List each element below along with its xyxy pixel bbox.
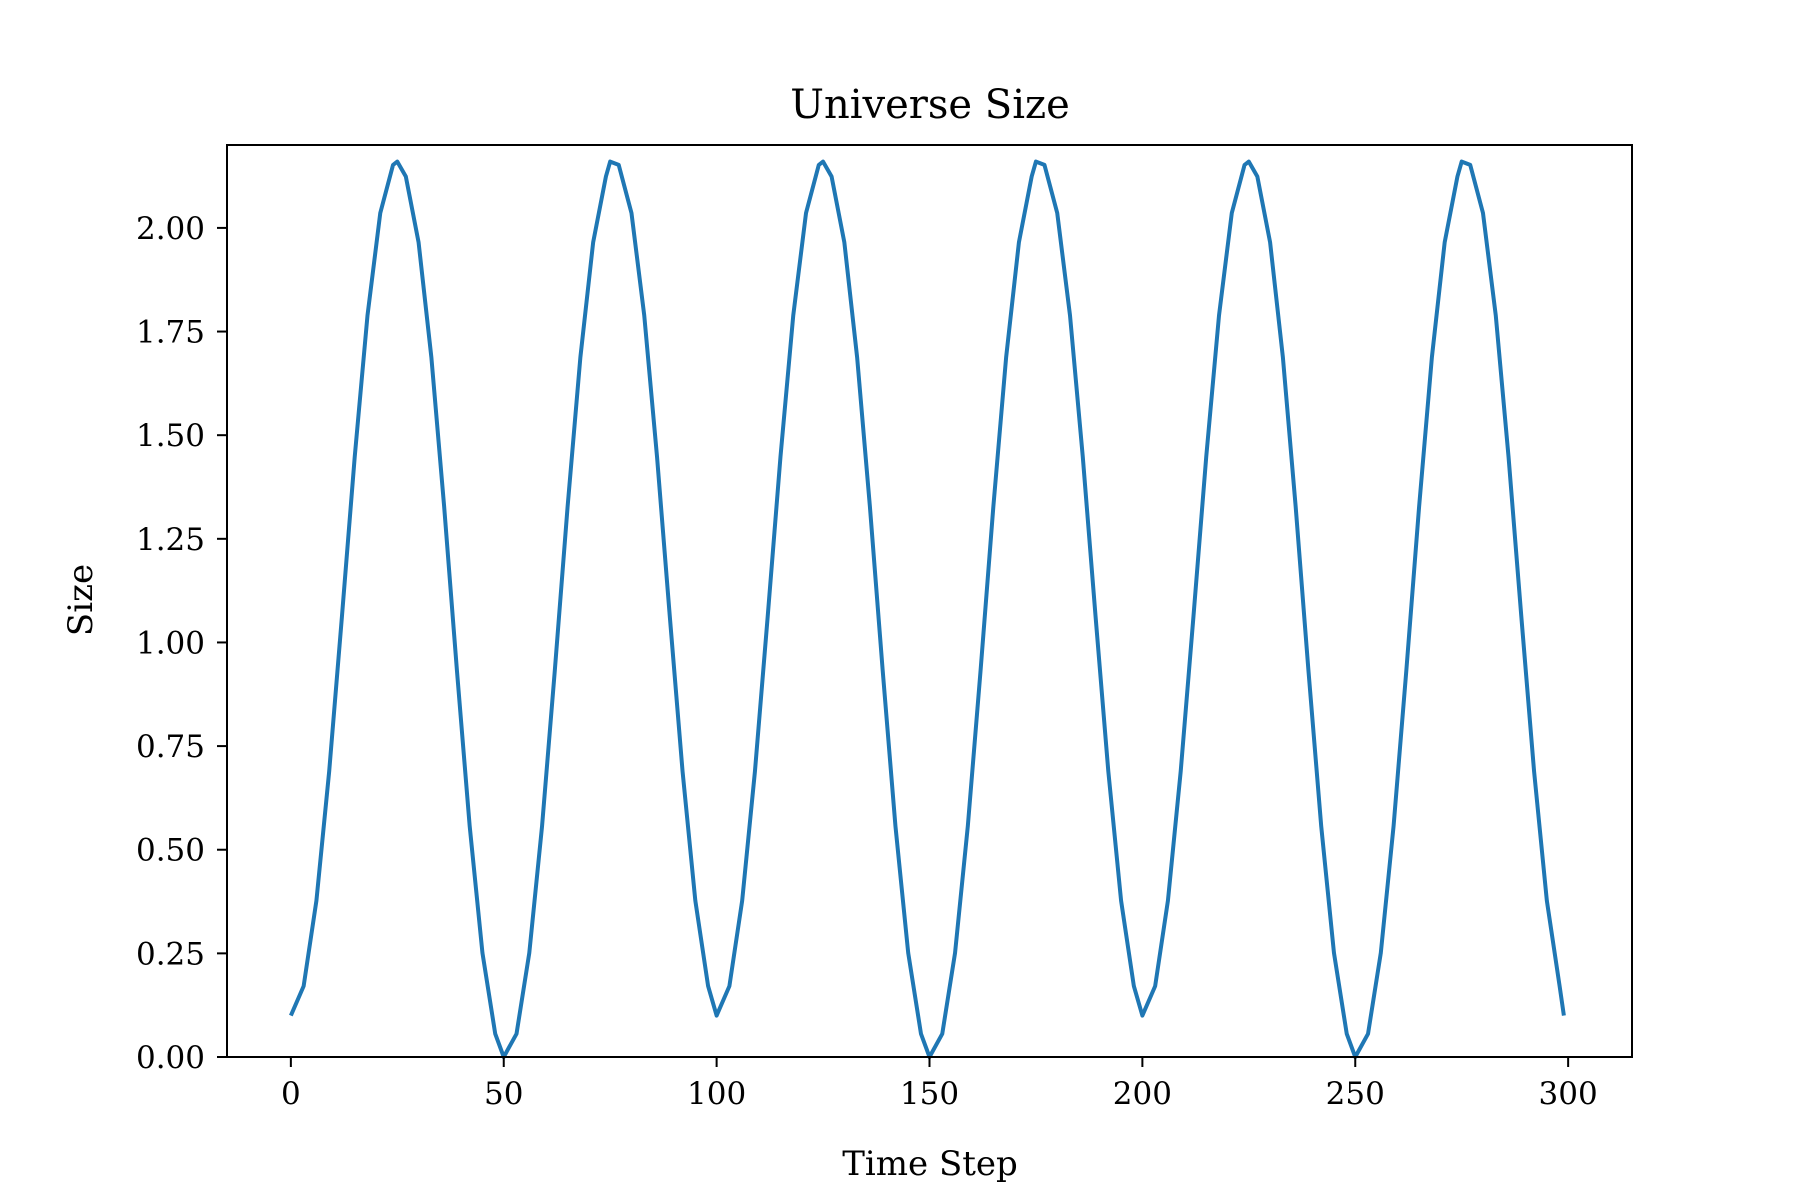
x-axis: 0 50 100 150 200 250 300 [281, 1057, 1598, 1112]
x-tick-label: 0 [281, 1076, 301, 1112]
y-axis: 0.00 0.25 0.50 0.75 1.00 1.25 1.50 1.75 2.00 [136, 211, 227, 1076]
x-tick-label: 200 [1113, 1076, 1172, 1112]
x-tick-label: 300 [1539, 1076, 1598, 1112]
y-tick-label: 2.00 [136, 211, 205, 247]
series-line-0 [289, 159, 1566, 1059]
y-tick-label: 1.25 [136, 522, 205, 558]
axes-frame [226, 144, 1633, 1058]
chart-title: Universe Size [790, 82, 1070, 128]
x-tick-label: 100 [687, 1076, 746, 1112]
y-tick-label: 0.50 [136, 833, 205, 869]
plot-area [289, 159, 1566, 1059]
x-tick-label: 50 [484, 1076, 523, 1112]
y-tick-label: 0.00 [136, 1040, 205, 1076]
y-tick-label: 0.75 [136, 729, 205, 765]
y-tick-label: 1.75 [136, 315, 205, 351]
y-axis-label: Size [61, 564, 101, 636]
y-tick-label: 1.50 [136, 418, 205, 454]
x-tick-label: 250 [1326, 1076, 1385, 1112]
y-tick-label: 1.00 [136, 625, 205, 661]
x-axis-label: Time Step [842, 1144, 1018, 1184]
y-tick-label: 0.25 [136, 936, 205, 972]
x-tick-label: 150 [900, 1076, 959, 1112]
